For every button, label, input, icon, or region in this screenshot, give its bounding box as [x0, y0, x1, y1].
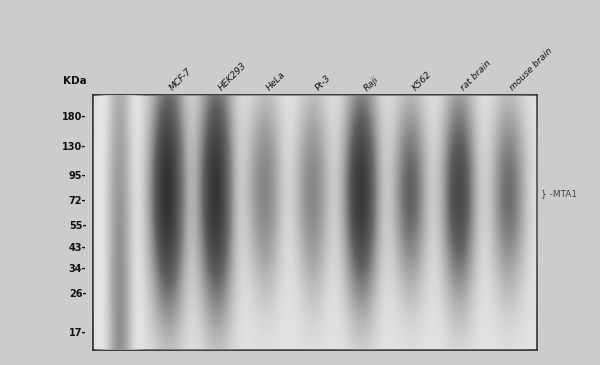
Text: 17-: 17- — [69, 328, 86, 338]
Text: rat brain: rat brain — [460, 59, 493, 93]
Text: 95-: 95- — [69, 170, 86, 181]
Text: 34-: 34- — [69, 264, 86, 274]
Text: Raji: Raji — [362, 74, 380, 93]
Text: 72-: 72- — [69, 196, 86, 206]
Text: HEK293: HEK293 — [217, 61, 248, 93]
Text: mouse brain: mouse brain — [508, 47, 554, 93]
Text: 130-: 130- — [62, 142, 86, 152]
Text: HeLa: HeLa — [265, 70, 288, 93]
Text: } -MTA1: } -MTA1 — [541, 189, 577, 198]
Text: 180-: 180- — [62, 112, 86, 122]
Text: 55-: 55- — [69, 220, 86, 231]
Text: MCF-7: MCF-7 — [168, 67, 194, 93]
Text: 43-: 43- — [69, 243, 86, 253]
Text: KDa: KDa — [62, 77, 86, 87]
Text: Pt-3: Pt-3 — [314, 74, 333, 93]
Text: 26-: 26- — [69, 289, 86, 299]
Text: K562: K562 — [411, 70, 434, 93]
